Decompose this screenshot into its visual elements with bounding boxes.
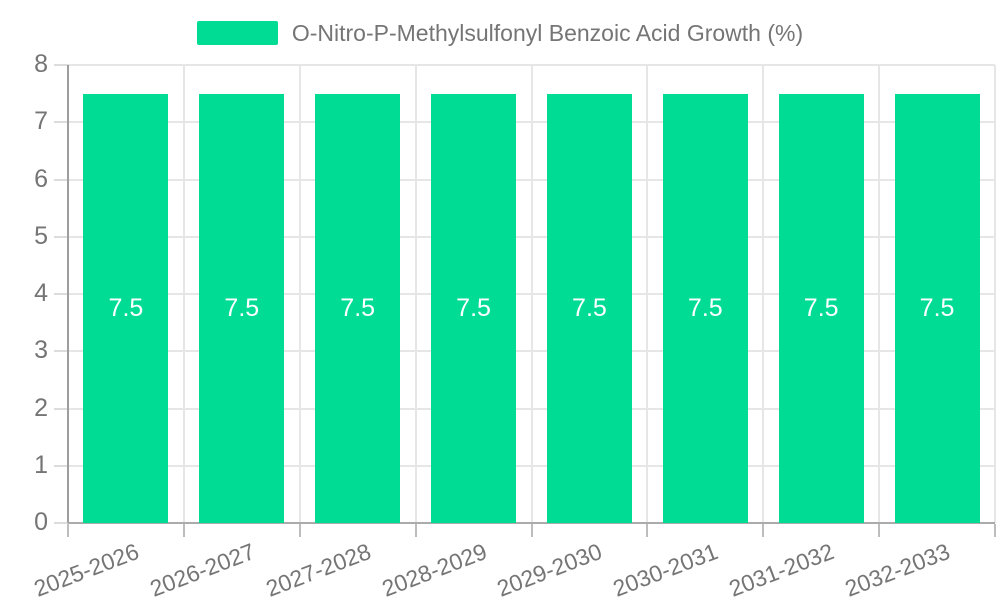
x-tick xyxy=(414,524,417,537)
bar[interactable] xyxy=(199,93,285,523)
x-tick-label: 2032-2033 xyxy=(841,538,954,600)
x-tick xyxy=(67,524,69,537)
x-tick xyxy=(182,524,185,537)
bar[interactable] xyxy=(431,93,517,523)
y-tick-label: 0 xyxy=(34,508,48,536)
x-gridline xyxy=(182,65,185,523)
x-tick xyxy=(762,524,765,537)
x-tick xyxy=(878,524,881,537)
x-tick xyxy=(530,524,533,537)
y-tick-label: 2 xyxy=(34,393,48,422)
y-tick xyxy=(54,464,68,467)
x-gridline xyxy=(762,65,765,523)
y-tick xyxy=(54,64,68,66)
y-tick xyxy=(54,121,68,124)
x-tick xyxy=(994,524,996,537)
y-tick xyxy=(54,522,68,524)
x-tick xyxy=(646,524,649,537)
y-tick xyxy=(54,235,68,238)
bar[interactable] xyxy=(894,93,980,523)
x-axis-line xyxy=(68,522,995,524)
x-gridline xyxy=(414,65,417,523)
x-gridline xyxy=(646,65,649,523)
x-tick-label: 2025-2026 xyxy=(30,538,143,600)
y-axis-line xyxy=(67,65,69,523)
y-tick xyxy=(54,407,68,410)
x-gridline xyxy=(878,65,881,523)
y-tick-label: 8 xyxy=(34,50,48,78)
x-tick-label: 2031-2032 xyxy=(725,538,838,600)
y-tick xyxy=(54,350,68,353)
y-tick xyxy=(54,293,68,295)
y-tick-label: 5 xyxy=(34,221,48,250)
x-tick-label: 2027-2028 xyxy=(261,538,375,600)
bar[interactable] xyxy=(546,93,632,523)
x-gridline xyxy=(298,65,301,523)
x-tick-label: 2030-2031 xyxy=(609,538,722,600)
x-tick-label: 2026-2027 xyxy=(146,538,259,600)
x-tick-label: 2028-2029 xyxy=(377,538,490,600)
legend-swatch[interactable] xyxy=(196,21,278,45)
y-tick xyxy=(54,178,68,181)
legend[interactable]: O-Nitro-P-Methylsulfonyl Benzoic Acid Gr… xyxy=(0,15,1000,51)
bar[interactable] xyxy=(83,93,169,523)
bar[interactable] xyxy=(662,93,748,523)
y-tick-label: 1 xyxy=(34,450,48,479)
x-gridline xyxy=(530,65,533,523)
y-tick-label: 4 xyxy=(34,279,48,307)
y-tick-label: 3 xyxy=(34,336,48,365)
y-tick-label: 7 xyxy=(34,107,48,136)
y-tick-label: 6 xyxy=(34,164,48,193)
legend-label: O-Nitro-P-Methylsulfonyl Benzoic Acid Gr… xyxy=(291,19,804,46)
x-gridline xyxy=(994,65,996,523)
x-tick-label: 2029-2030 xyxy=(493,538,606,600)
x-tick xyxy=(298,524,301,537)
bar[interactable] xyxy=(315,93,401,523)
bar[interactable] xyxy=(778,93,864,523)
